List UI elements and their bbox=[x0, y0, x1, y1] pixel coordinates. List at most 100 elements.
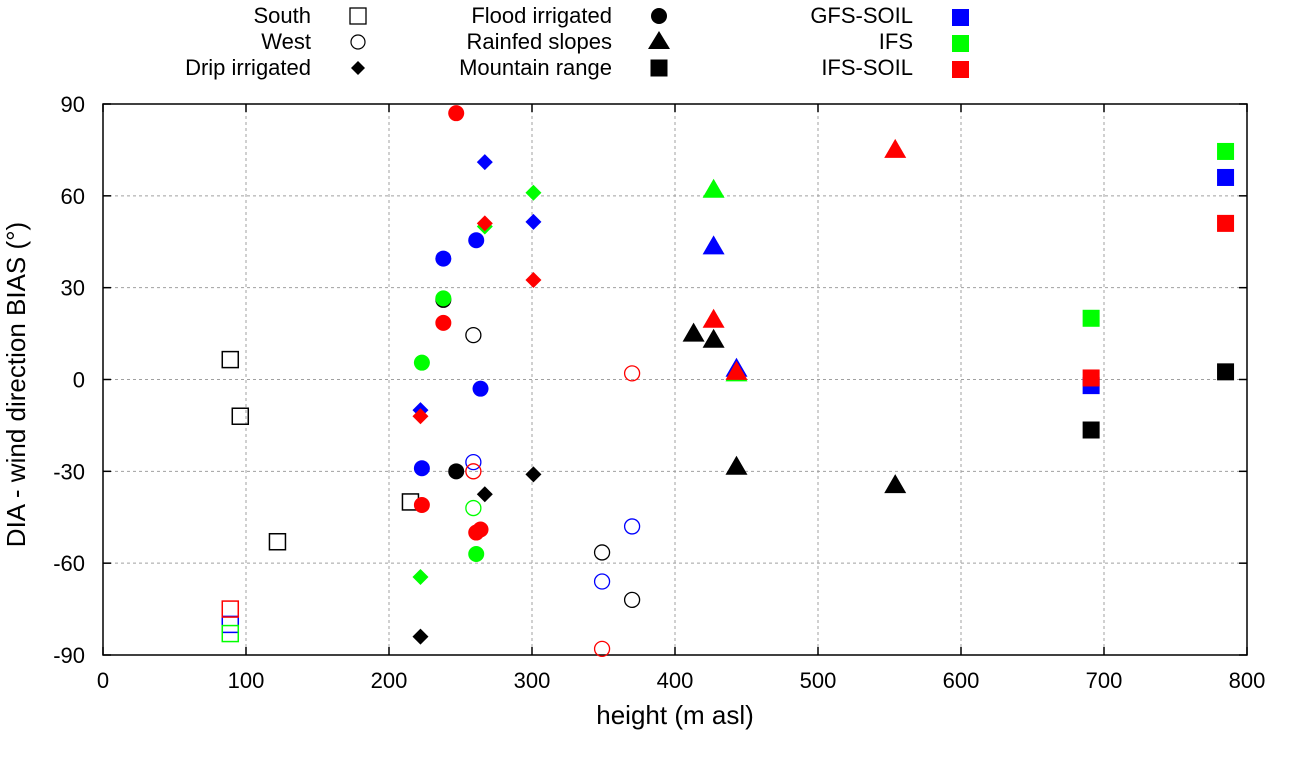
grid-lines bbox=[103, 104, 1247, 655]
y-tick-label: -60 bbox=[53, 551, 85, 576]
legend-open-square-icon bbox=[349, 7, 367, 25]
data-point bbox=[468, 545, 485, 562]
data-point bbox=[623, 365, 641, 382]
data-point bbox=[623, 518, 641, 535]
series-group bbox=[413, 232, 489, 477]
x-tick-label: 400 bbox=[657, 668, 694, 693]
data-point bbox=[702, 178, 725, 198]
data-point bbox=[472, 380, 489, 397]
data-point bbox=[221, 350, 240, 369]
series-group bbox=[465, 326, 641, 609]
data-point bbox=[682, 322, 705, 342]
x-tick-label: 0 bbox=[97, 668, 109, 693]
legend-label: Flood irrigated bbox=[471, 3, 612, 28]
data-point bbox=[1217, 142, 1235, 160]
series-group bbox=[1082, 214, 1235, 387]
legend-label: IFS-SOIL bbox=[821, 55, 913, 80]
data-point bbox=[448, 105, 465, 122]
series-group bbox=[412, 154, 542, 419]
legend-label: West bbox=[261, 29, 311, 54]
data-point bbox=[221, 600, 240, 618]
data-point bbox=[525, 466, 542, 483]
x-tick-label: 700 bbox=[1086, 668, 1123, 693]
data-point bbox=[412, 408, 429, 425]
data-point bbox=[1082, 369, 1100, 387]
data-point bbox=[465, 453, 482, 471]
x-tick-label: 200 bbox=[371, 668, 408, 693]
data-point bbox=[268, 532, 287, 551]
x-tick-label: 500 bbox=[800, 668, 837, 693]
data-point bbox=[476, 486, 493, 503]
legend-label: IFS bbox=[879, 29, 913, 54]
legend-open-circle-icon bbox=[350, 34, 366, 50]
data-point bbox=[702, 328, 725, 348]
legend-color-swatch bbox=[952, 9, 969, 26]
data-point bbox=[468, 232, 485, 249]
x-tick-label: 600 bbox=[943, 668, 980, 693]
data-point bbox=[725, 360, 748, 380]
data-point bbox=[702, 235, 725, 255]
data-point bbox=[412, 568, 429, 585]
y-tick-label: 90 bbox=[61, 92, 85, 117]
series-group bbox=[465, 453, 641, 590]
data-point bbox=[884, 474, 907, 494]
series-group bbox=[1082, 142, 1235, 327]
series-group bbox=[702, 235, 748, 377]
data-points bbox=[221, 105, 1235, 658]
series-group bbox=[702, 178, 748, 382]
data-point bbox=[413, 354, 430, 371]
data-point bbox=[1217, 363, 1235, 381]
legend-circle-icon bbox=[651, 8, 667, 24]
x-tick-label: 800 bbox=[1229, 668, 1266, 693]
data-point bbox=[231, 407, 250, 425]
series-group bbox=[221, 600, 240, 618]
data-point bbox=[1082, 421, 1100, 439]
x-tick-label: 100 bbox=[228, 668, 265, 693]
series-group bbox=[682, 322, 907, 494]
series-group bbox=[221, 350, 420, 551]
series-group bbox=[412, 466, 542, 645]
legend-label: Mountain range bbox=[459, 55, 612, 80]
data-point bbox=[1217, 168, 1235, 186]
y-tick-label: -90 bbox=[53, 643, 85, 668]
data-point bbox=[884, 138, 907, 158]
data-point bbox=[435, 250, 452, 267]
data-point bbox=[1082, 309, 1100, 327]
data-point bbox=[525, 272, 542, 289]
data-point bbox=[221, 615, 240, 634]
axis-ticks: 0 100 200 300 400 500 600 700 800 -90 -60 -30 0 30 60 9… bbox=[53, 92, 1265, 693]
series-group bbox=[412, 215, 542, 425]
data-point bbox=[472, 521, 489, 538]
data-point bbox=[465, 499, 482, 517]
series-group bbox=[1082, 168, 1235, 395]
series-group bbox=[412, 184, 542, 585]
series-group bbox=[221, 624, 240, 643]
legend-label: South bbox=[254, 3, 312, 28]
data-point bbox=[413, 460, 430, 477]
y-tick-label: 60 bbox=[61, 184, 85, 209]
data-point bbox=[448, 463, 465, 480]
y-axis-label: DIA - wind direction BIAS (°) bbox=[1, 222, 31, 547]
x-axis-label: height (m asl) bbox=[596, 700, 754, 730]
data-point bbox=[623, 591, 641, 609]
data-point bbox=[465, 463, 482, 480]
series-group bbox=[413, 290, 485, 562]
legend-label: Drip irrigated bbox=[185, 55, 311, 80]
legend-color-swatch bbox=[952, 61, 969, 78]
data-point bbox=[525, 213, 542, 230]
data-point bbox=[465, 326, 482, 344]
series-group bbox=[1082, 363, 1235, 439]
y-tick-label: 30 bbox=[61, 276, 85, 301]
data-point bbox=[702, 308, 725, 328]
data-point bbox=[435, 290, 452, 307]
data-point bbox=[1217, 214, 1235, 232]
legend-color-swatch bbox=[952, 35, 969, 52]
data-point bbox=[476, 154, 493, 171]
data-point bbox=[412, 628, 429, 645]
legend-diamond-icon bbox=[351, 61, 365, 75]
data-point bbox=[593, 544, 611, 561]
data-point bbox=[435, 314, 452, 331]
series-group bbox=[221, 615, 240, 634]
